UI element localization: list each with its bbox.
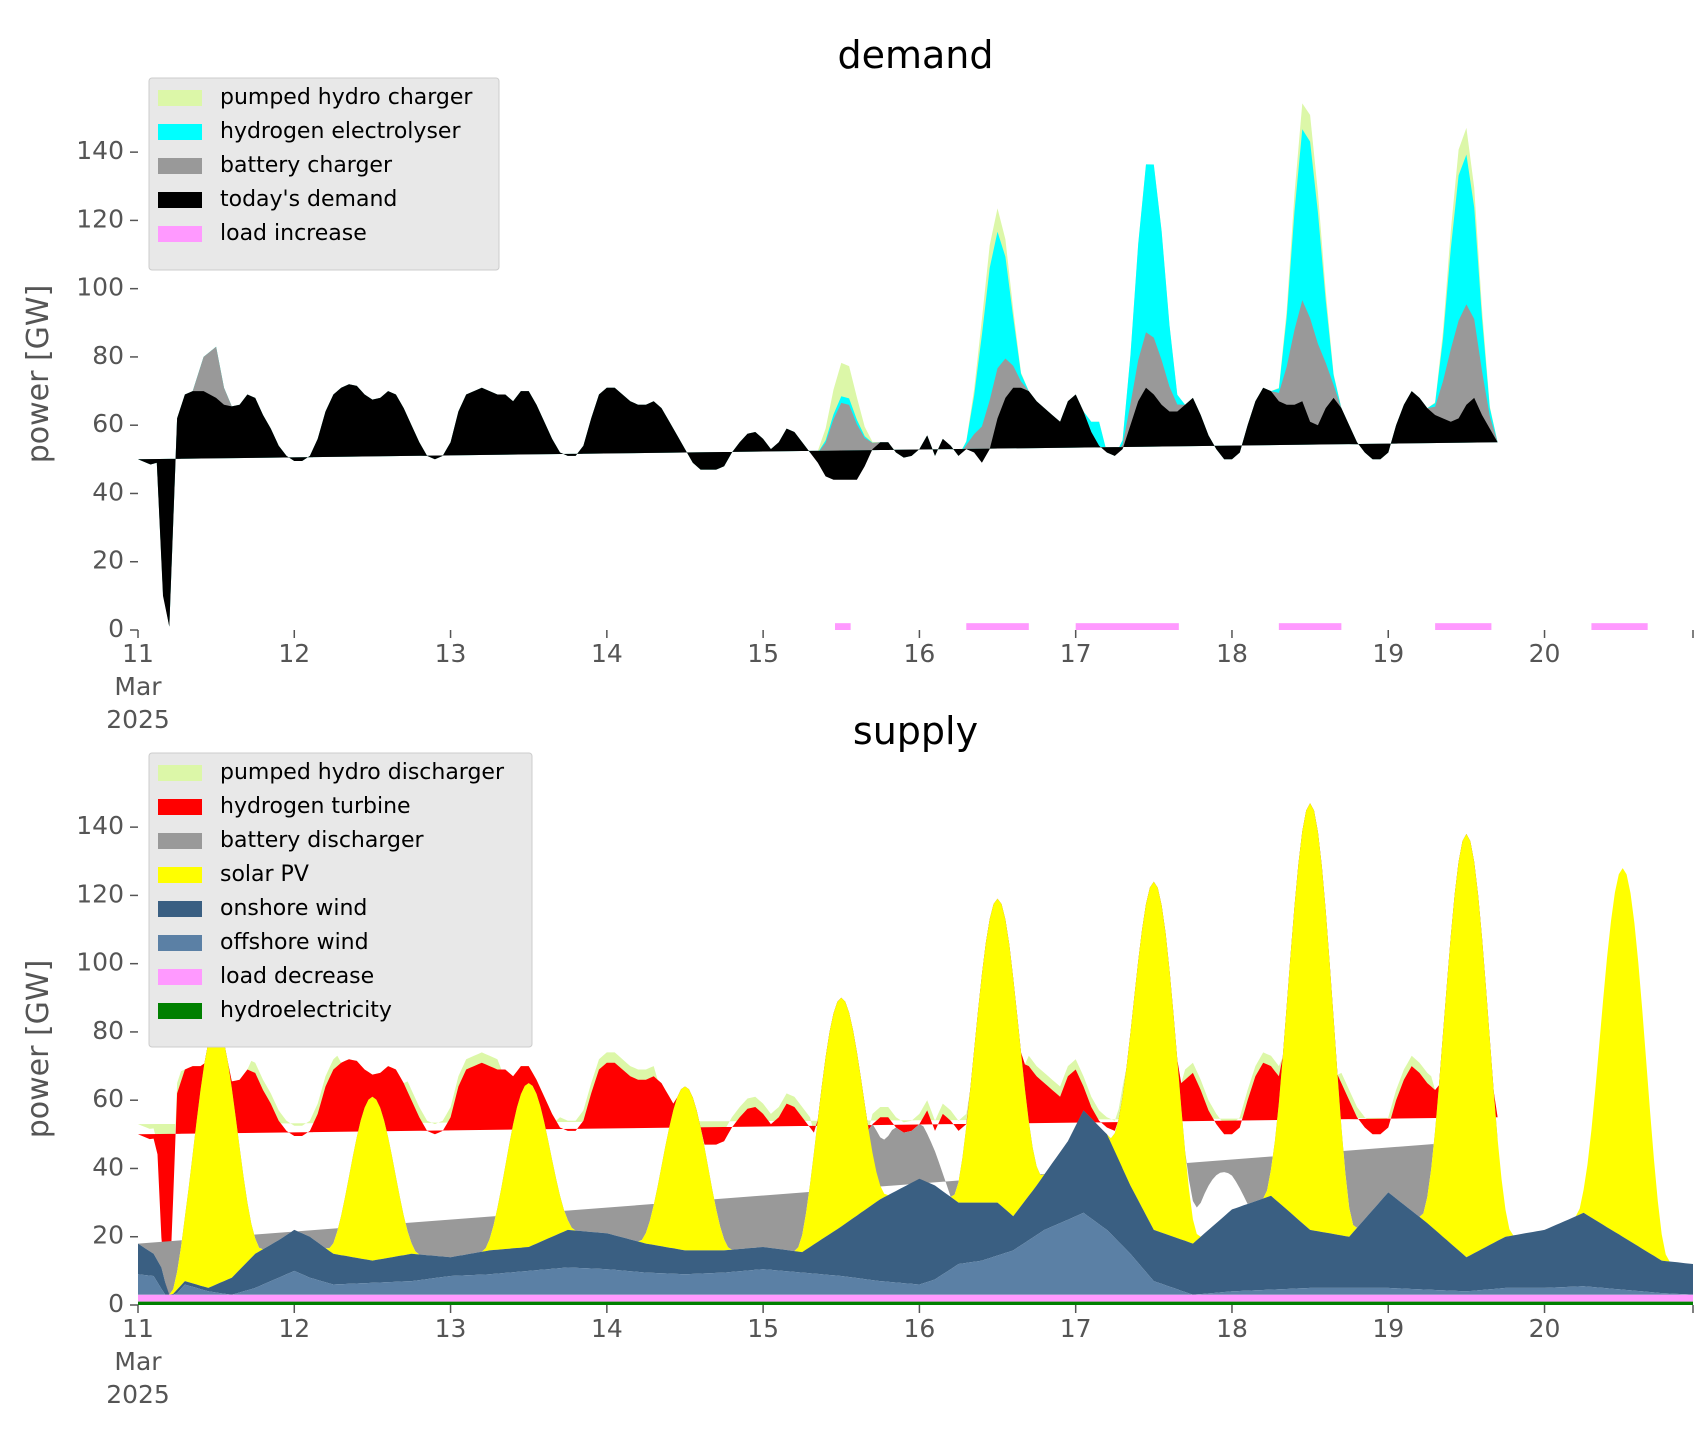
legend-swatch [158,765,202,781]
x-tick-label: 20 [1529,1314,1561,1343]
y-axis-label: power [GW] [21,960,56,1139]
legend-swatch [158,901,202,917]
y-tick-label: 120 [76,204,124,233]
x-tick-label: 20 [1529,639,1561,668]
legend-label: pumped hydro discharger [220,760,505,785]
x-tick-label: 15 [747,1314,779,1343]
area-load-increase [1278,623,1342,630]
area-hydroelectricity [138,1301,1693,1305]
legend-label: solar PV [220,862,309,887]
y-tick-label: 0 [108,1289,124,1318]
x-tick-label: 11 [122,1314,154,1343]
legend: pumped hydro charger hydrogen electrolyse… [148,77,500,271]
area-load-increase [835,623,851,630]
legend-swatch [158,935,202,951]
x-tick-label: 13 [435,639,467,668]
x-tick-label: 18 [1216,1314,1248,1343]
x-tick-label: 14 [591,1314,623,1343]
y-axis-label: power [GW] [21,285,56,464]
x-tick-label: 17 [1060,639,1092,668]
area-load-increase [1075,623,1179,630]
area-battery-charger [138,300,1498,627]
legend-box [148,752,533,1048]
series-group [138,103,1648,630]
legend-label: pumped hydro charger [220,85,473,110]
legend-swatch [158,799,202,815]
area-load-increase [1435,623,1492,630]
legend: pumped hydro discharger hydrogen turbine b… [148,752,533,1048]
x-tick-label: 14 [591,639,623,668]
area-solar-pv [138,803,1693,1295]
area-onshore-wind [138,1110,1693,1295]
x-tick-label: 12 [278,1314,310,1343]
y-tick-label: 20 [92,546,124,575]
legend-swatch [158,226,202,242]
x-tick-label: 12 [278,639,310,668]
y-tick-label: 0 [108,614,124,643]
y-tick-label: 20 [92,1221,124,1250]
area-todays-demand [138,384,1498,627]
y-tick-label: 140 [76,811,124,840]
area-load-decrease [138,1294,1693,1302]
x-tick-label: 15 [747,639,779,668]
legend-swatch [158,867,202,883]
x-tick-label: 19 [1372,639,1404,668]
legend-label: hydrogen electrolyser [220,119,461,144]
legend-swatch [158,833,202,849]
x-tick-label: 2025 [106,1380,170,1409]
legend-label: hydroelectricity [220,998,392,1023]
y-tick-label: 40 [92,477,124,506]
y-tick-label: 60 [92,1084,124,1113]
series-group [138,803,1693,1305]
y-tick-label: 80 [92,1016,124,1045]
demand-panel: demand power [GW] 0 20 40 60 80 100 120 140 11 Mar 2… [21,33,1694,734]
x-tick-label: 16 [904,639,936,668]
x-tick-label: 17 [1060,1314,1092,1343]
x-tick-label: 16 [904,1314,936,1343]
legend-label: battery charger [220,153,393,178]
x-tick-label: Mar [114,1347,162,1376]
area-offshore-wind [138,1212,1693,1295]
legend-label: today's demand [220,187,397,212]
legend-label: offshore wind [220,930,369,955]
area-load-increase [966,623,1029,630]
legend-swatch [158,124,202,140]
legend-swatch [158,158,202,174]
y-tick-label: 100 [76,948,124,977]
legend-box [148,77,500,271]
y-tick-label: 60 [92,409,124,438]
legend-label: onshore wind [220,896,367,921]
y-tick-label: 120 [76,879,124,908]
y-tick-label: 40 [92,1152,124,1181]
x-tick-label: 2025 [106,705,170,734]
chart-title: supply [853,709,978,753]
y-tick-label: 140 [76,136,124,165]
x-tick-label: 11 [122,639,154,668]
y-tick-label: 80 [92,341,124,370]
area-load-increase [1591,623,1648,630]
supply-panel: supply power [GW] 0 20 40 60 80 100 120 140 11 Mar 2… [21,709,1694,1409]
legend-swatch [158,90,202,106]
chart-title: demand [837,33,993,77]
x-tick-label: Mar [114,672,162,701]
y-tick-label: 100 [76,273,124,302]
x-tick-label: 13 [435,1314,467,1343]
legend-swatch [158,1003,202,1019]
area-hydrogen-electrolyser [138,129,1498,627]
legend-label: load increase [220,221,367,246]
legend-label: hydrogen turbine [220,794,411,819]
legend-label: load decrease [220,964,374,989]
legend-swatch [158,192,202,208]
legend-label: battery discharger [220,828,425,853]
x-tick-label: 18 [1216,639,1248,668]
legend-swatch [158,969,202,985]
x-tick-label: 19 [1372,1314,1404,1343]
